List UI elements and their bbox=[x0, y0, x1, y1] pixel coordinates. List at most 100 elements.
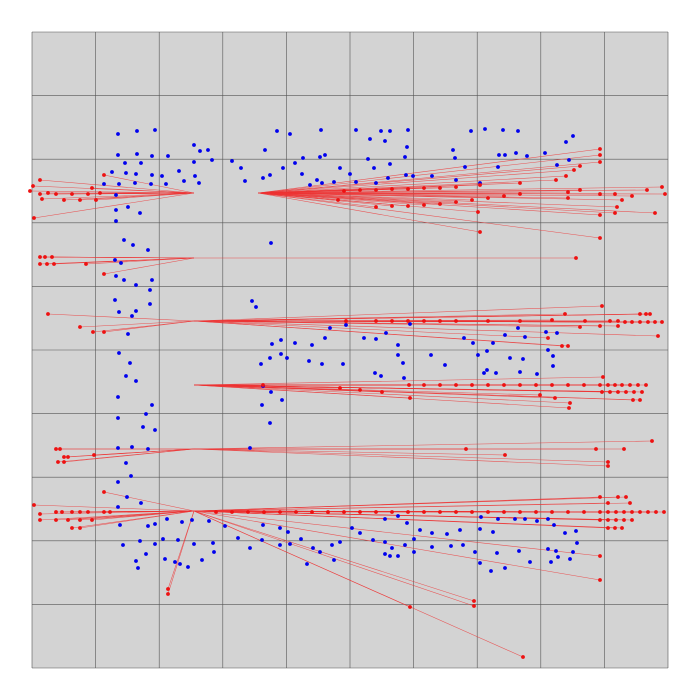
blue-point bbox=[305, 562, 309, 566]
red-point bbox=[344, 319, 348, 323]
blue-point bbox=[116, 395, 120, 399]
red-connection-line bbox=[257, 192, 473, 201]
red-point bbox=[624, 495, 628, 499]
blue-point bbox=[126, 332, 130, 336]
blue-point bbox=[300, 172, 304, 176]
red-point bbox=[650, 439, 654, 443]
blue-point bbox=[160, 174, 164, 178]
red-point bbox=[606, 510, 610, 514]
blue-point bbox=[141, 425, 145, 429]
blue-point bbox=[116, 416, 120, 420]
red-point bbox=[38, 178, 42, 182]
blue-point bbox=[523, 335, 527, 339]
red-point bbox=[470, 383, 474, 387]
red-point bbox=[600, 304, 604, 308]
red-connection-line bbox=[103, 320, 195, 333]
blue-point bbox=[551, 354, 555, 358]
red-point bbox=[78, 510, 82, 514]
red-point bbox=[90, 186, 94, 190]
blue-point bbox=[461, 543, 465, 547]
red-connection-line bbox=[29, 190, 195, 194]
red-point bbox=[38, 262, 42, 266]
red-point bbox=[630, 320, 634, 324]
blue-point bbox=[113, 298, 117, 302]
red-connection-line bbox=[193, 510, 217, 513]
red-point bbox=[78, 325, 82, 329]
blue-point bbox=[144, 412, 148, 416]
blue-point bbox=[261, 176, 265, 180]
blue-point bbox=[366, 157, 370, 161]
blue-point bbox=[126, 205, 130, 209]
blue-point bbox=[153, 542, 157, 546]
red-point bbox=[31, 184, 35, 188]
red-connection-line bbox=[193, 510, 633, 521]
blue-point bbox=[122, 278, 126, 282]
blue-point bbox=[462, 336, 466, 340]
red-point bbox=[326, 510, 330, 514]
red-point bbox=[628, 501, 632, 505]
blue-point bbox=[485, 368, 489, 372]
blue-point bbox=[574, 529, 578, 533]
blue-point bbox=[153, 522, 157, 526]
blue-point bbox=[285, 356, 289, 360]
blue-point bbox=[571, 134, 575, 138]
blue-point bbox=[525, 154, 529, 158]
blue-point bbox=[494, 371, 498, 375]
red-point bbox=[86, 510, 90, 514]
red-point bbox=[38, 512, 42, 516]
blue-point bbox=[207, 519, 211, 523]
red-point bbox=[624, 390, 628, 394]
red-point bbox=[230, 510, 234, 514]
red-point bbox=[660, 320, 664, 324]
red-point bbox=[566, 383, 570, 387]
red-connection-line bbox=[51, 256, 195, 259]
red-point bbox=[408, 605, 412, 609]
red-point bbox=[90, 518, 94, 522]
blue-point bbox=[136, 566, 140, 570]
blue-point bbox=[260, 538, 264, 542]
red-point bbox=[38, 192, 42, 196]
red-point bbox=[613, 526, 617, 530]
red-connection-line bbox=[257, 169, 575, 194]
blue-point bbox=[412, 550, 416, 554]
red-point bbox=[78, 198, 82, 202]
blue-point bbox=[320, 181, 324, 185]
red-point bbox=[598, 153, 602, 157]
red-point bbox=[310, 510, 314, 514]
blue-point bbox=[368, 137, 372, 141]
blue-point bbox=[495, 551, 499, 555]
red-connection-line bbox=[53, 257, 195, 265]
red-point bbox=[628, 383, 632, 387]
blue-point bbox=[403, 155, 407, 159]
blue-point bbox=[568, 557, 572, 561]
blue-point bbox=[350, 526, 354, 530]
red-connection-line bbox=[193, 448, 609, 467]
red-point bbox=[102, 490, 106, 494]
blue-point bbox=[396, 343, 400, 347]
blue-point bbox=[166, 154, 170, 158]
blue-point bbox=[543, 151, 547, 155]
blue-point bbox=[278, 543, 282, 547]
red-point bbox=[598, 578, 602, 582]
red-point bbox=[630, 510, 634, 514]
red-point bbox=[594, 447, 598, 451]
blue-point bbox=[320, 362, 324, 366]
red-point bbox=[406, 187, 410, 191]
blue-point bbox=[129, 474, 133, 478]
red-point bbox=[518, 383, 522, 387]
blue-point bbox=[116, 153, 120, 157]
blue-point bbox=[161, 537, 165, 541]
grid-lines bbox=[31, 31, 669, 669]
red-point bbox=[40, 197, 44, 201]
red-point bbox=[464, 447, 468, 451]
red-connection-line bbox=[93, 448, 195, 456]
blue-point bbox=[138, 211, 142, 215]
blue-point bbox=[254, 305, 258, 309]
blue-point bbox=[318, 550, 322, 554]
blue-point bbox=[319, 128, 323, 132]
red-point bbox=[503, 453, 507, 457]
blue-point bbox=[130, 445, 134, 449]
blue-point bbox=[149, 182, 153, 186]
red-point bbox=[645, 188, 649, 192]
blue-point bbox=[117, 310, 121, 314]
